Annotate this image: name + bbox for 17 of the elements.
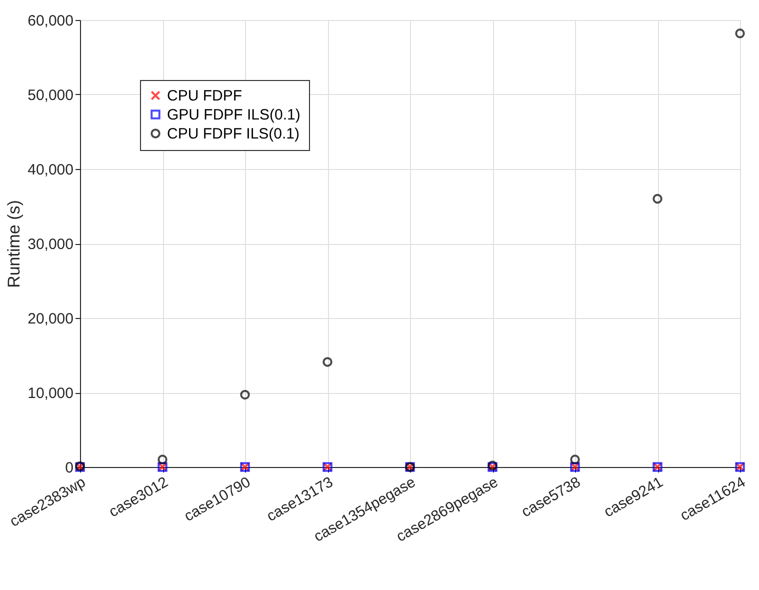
y-tick-label: 60,000 — [28, 12, 74, 30]
legend-label: CPU FDPF ILS(0.1) — [167, 126, 300, 142]
y-axis-title: Runtime (s) — [4, 200, 24, 288]
legend-label: CPU FDPF — [167, 88, 242, 104]
point — [570, 454, 580, 464]
y-tick-label: 0 — [65, 460, 74, 476]
y-tick-label: 50,000 — [28, 87, 74, 104]
y-tick-label: 40,000 — [28, 162, 74, 178]
point — [240, 390, 250, 400]
y-tick-label: 10,000 — [28, 385, 74, 402]
y-tick-label: 30,000 — [28, 236, 74, 253]
point — [158, 454, 168, 464]
legend-label: GPU FDPF ILS(0.1) — [167, 106, 300, 124]
point — [652, 194, 662, 204]
point — [735, 28, 745, 38]
y-tick-label: 20,000 — [28, 310, 74, 328]
point — [322, 357, 332, 367]
